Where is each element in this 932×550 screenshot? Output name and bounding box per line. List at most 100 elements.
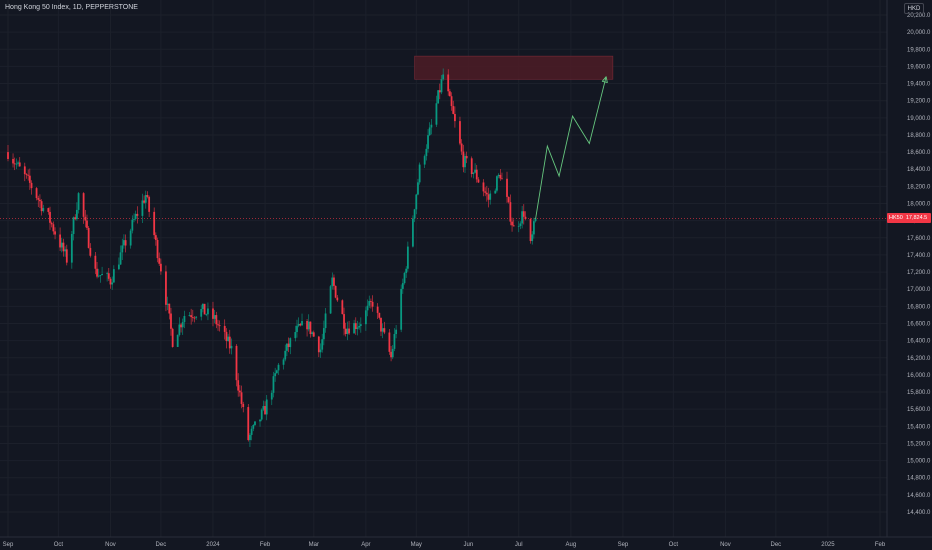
candle-body <box>72 217 75 234</box>
candle-body <box>353 323 356 334</box>
candle-body <box>507 196 510 203</box>
candle-body <box>462 151 465 168</box>
chart-grid <box>0 0 887 537</box>
price-tick-label: 15,800.0 <box>907 390 931 396</box>
candle-body <box>54 231 56 235</box>
candle-body <box>378 312 381 318</box>
candle-body <box>12 158 14 164</box>
candle-body <box>129 230 132 246</box>
time-tick-label: Feb <box>875 542 886 548</box>
candle-body <box>262 406 265 410</box>
candle-body <box>296 325 298 333</box>
candle-body <box>238 390 241 393</box>
candle-body <box>286 343 288 351</box>
candle-body <box>437 90 440 104</box>
resistance-zone-box[interactable] <box>414 55 614 80</box>
candle-body <box>42 208 45 212</box>
candle-body <box>284 350 287 360</box>
candle-body <box>148 196 151 212</box>
resistance-zone[interactable] <box>414 55 614 80</box>
candle-body <box>306 321 308 330</box>
time-tick-label: Jul <box>515 542 523 548</box>
candle-body <box>240 392 243 404</box>
time-tick-label: Dec <box>156 542 167 548</box>
last-price-tag: HK50 17,824.5 <box>887 213 931 223</box>
candle-body <box>412 218 414 247</box>
price-tag-symbol: HK50 <box>889 215 903 221</box>
candle-body <box>403 272 406 284</box>
time-tick-label: Nov <box>720 542 731 548</box>
price-tick-label: 16,200.0 <box>907 356 931 362</box>
candle-body <box>153 211 156 236</box>
candle-body <box>430 124 433 128</box>
candle-body <box>519 223 522 226</box>
candle-body <box>156 239 159 259</box>
candle-body <box>494 190 497 194</box>
candle-body <box>64 249 67 252</box>
candle-body <box>343 314 345 329</box>
candle-body <box>485 192 488 195</box>
price-tick-label: 18,000.0 <box>907 202 931 208</box>
candle-body <box>215 315 218 325</box>
time-tick-label: Apr <box>361 542 370 548</box>
candle-body <box>178 324 181 335</box>
candle-body <box>401 283 404 289</box>
candle-body <box>356 327 359 330</box>
candle-body <box>165 271 167 305</box>
candle-body <box>111 282 114 285</box>
price-tick-label: 18,800.0 <box>907 133 931 139</box>
time-axis[interactable]: Sep Oct Nov Dec 2024 Feb Mar Apr May Jun Jul Aug Sep… <box>3 542 886 548</box>
candle-body <box>133 218 135 220</box>
candle-body <box>47 208 50 212</box>
time-tick-label: Dec <box>770 542 781 548</box>
candle-body <box>159 263 162 272</box>
candle-body <box>532 221 535 235</box>
candle-body <box>181 322 184 328</box>
candle-body <box>470 158 473 174</box>
price-tick-label: 14,800.0 <box>907 476 931 482</box>
candle-body <box>60 242 63 248</box>
candle-body <box>37 198 40 200</box>
candle-body <box>388 332 391 352</box>
price-axis[interactable]: 20,200.0 20,000.0 19,800.0 19,600.0 19,400.0… <box>907 13 931 516</box>
price-tick-label: 17,600.0 <box>907 236 931 242</box>
candle-body <box>28 175 31 183</box>
currency-badge[interactable]: HKD <box>904 3 924 14</box>
candle-body <box>183 315 186 323</box>
time-tick-label: Jun <box>464 542 474 548</box>
candle-body <box>131 219 134 231</box>
candle-body <box>452 106 455 114</box>
candle-body <box>272 376 275 393</box>
candle-body <box>217 324 219 326</box>
candle-body <box>106 273 109 275</box>
time-tick-label: Oct <box>54 542 64 548</box>
candle-body <box>119 252 122 265</box>
candle-body <box>459 121 461 144</box>
candle-body <box>170 313 172 329</box>
candle-body <box>15 163 18 165</box>
candle-body <box>249 434 251 441</box>
candle-body <box>39 199 41 202</box>
candle-body <box>23 166 26 175</box>
candle-body <box>299 324 302 326</box>
candle-body <box>264 406 266 415</box>
price-tick-label: 15,400.0 <box>907 424 931 430</box>
candle-body <box>141 200 144 216</box>
candle-body <box>230 345 233 349</box>
candle-body <box>107 273 110 279</box>
price-tick-label: 17,200.0 <box>907 270 931 276</box>
candle-body <box>235 345 238 381</box>
candle-body <box>501 178 503 180</box>
candle-body <box>371 301 374 307</box>
projection-path[interactable] <box>535 76 607 220</box>
candle-body <box>454 113 456 122</box>
candle-body <box>317 336 320 353</box>
candle-body <box>472 172 475 174</box>
price-tick-label: 17,400.0 <box>907 253 931 259</box>
candle-body <box>417 182 419 195</box>
candle-body <box>529 219 532 242</box>
candle-body <box>188 315 191 316</box>
candle-body <box>331 277 334 287</box>
